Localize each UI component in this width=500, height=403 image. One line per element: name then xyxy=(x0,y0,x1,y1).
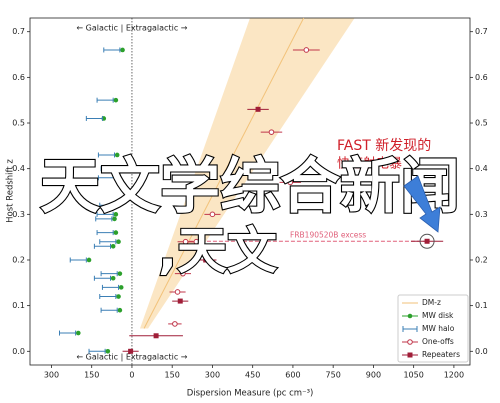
y-tick-label: 0.4 xyxy=(12,164,25,173)
x-tick-label: 150 xyxy=(84,371,99,380)
mw-disk-point xyxy=(110,243,116,249)
y-tick-label: 0.7 xyxy=(12,27,25,36)
mw-disk-point xyxy=(118,285,124,290)
excess-label: FRB190520B excess xyxy=(290,230,366,239)
x-tick-label: 750 xyxy=(326,371,341,380)
mw-disk-point xyxy=(114,152,120,158)
x-tick-label: 150 xyxy=(165,371,180,380)
mw-disk-point xyxy=(113,230,119,235)
mw-disk-point xyxy=(113,212,119,217)
y-tick-label-right: 0.7 xyxy=(475,27,488,36)
y-tick-label: 0.6 xyxy=(12,73,25,82)
headline: 天文学综合新闻 xyxy=(40,152,460,222)
one-off-point xyxy=(193,238,200,245)
repeater-point xyxy=(177,298,183,304)
y-tick-label-right: 0.6 xyxy=(475,73,488,82)
x-tick-label: 900 xyxy=(366,371,381,380)
one-off-point xyxy=(182,238,189,245)
one-off-point xyxy=(287,179,294,186)
y-tick-label: 0.0 xyxy=(12,347,25,356)
mw-disk-point xyxy=(117,271,123,276)
x-tick-label: 450 xyxy=(245,371,260,380)
y-tick-label-right: 0.2 xyxy=(475,255,488,264)
mw-disk-point xyxy=(112,216,117,222)
x-tick-label: 300 xyxy=(205,371,220,380)
highlight-ring xyxy=(419,233,435,249)
y-tick-label: 0.1 xyxy=(12,301,25,310)
mw-disk-point xyxy=(113,97,119,103)
dm-z-line xyxy=(143,17,305,329)
mw-disk-point xyxy=(110,275,116,281)
x-tick-label: 1050 xyxy=(403,371,423,380)
y-tick-label: 0.2 xyxy=(12,255,25,264)
one-off-point xyxy=(172,321,178,327)
legend-label: DM-z xyxy=(422,298,441,307)
legend-label: Repeaters xyxy=(422,350,460,359)
region-top: ← Galactic | Extragalactic → xyxy=(76,24,187,33)
y-tick-label-right: 0.5 xyxy=(475,119,488,128)
one-off-point xyxy=(303,47,310,53)
one-off-point xyxy=(180,270,186,277)
arrow xyxy=(403,175,441,233)
mw-disk-point xyxy=(75,330,81,336)
y-tick-label-right: 0.0 xyxy=(475,347,488,356)
legend-label: MW halo xyxy=(422,324,455,333)
headline-sub: ,天文 xyxy=(158,222,277,280)
repeater-point xyxy=(153,333,159,339)
y-tick-label-right: 0.1 xyxy=(475,301,488,310)
mw-disk-point xyxy=(116,202,121,208)
y-tick-label: 0.3 xyxy=(12,210,25,219)
repeater-point xyxy=(128,348,134,354)
dm-z-band xyxy=(140,18,355,329)
legend-swatch xyxy=(407,339,413,345)
repeater-point xyxy=(203,257,209,263)
x-tick-label: 0 xyxy=(129,371,134,380)
mw-disk-point xyxy=(116,239,121,245)
mw-disk-point xyxy=(114,175,120,181)
y-tick-label-right: 0.4 xyxy=(475,164,488,173)
mw-disk-point xyxy=(86,257,92,263)
mw-disk-point xyxy=(117,166,123,171)
one-off-point xyxy=(174,289,181,295)
mw-disk-point xyxy=(117,307,123,313)
plot-frame xyxy=(29,17,471,366)
legend-swatch xyxy=(407,313,413,319)
repeater-point xyxy=(255,106,261,112)
y-tick-label-right: 0.3 xyxy=(475,210,488,219)
one-off-point xyxy=(268,129,275,135)
mw-disk-point xyxy=(120,47,125,53)
x-tick-label: 300 xyxy=(44,371,59,380)
legend-swatch xyxy=(407,352,413,358)
fast-line-2: 快速射电暴 xyxy=(337,156,402,172)
x-axis-label: Dispersion Measure (pc cm⁻³) xyxy=(187,389,314,399)
y-tick-label: 0.5 xyxy=(12,119,25,128)
mw-disk-point xyxy=(116,294,121,299)
x-tick-label: 1200 xyxy=(444,371,464,380)
mw-disk-point xyxy=(105,349,111,354)
y-axis-label: Host Redshift z xyxy=(6,159,16,223)
legend-label: One-offs xyxy=(422,337,454,346)
fast-line-1: FAST 新发现的 xyxy=(337,138,431,154)
x-tick-label: 600 xyxy=(285,371,300,380)
legend-label: MW disk xyxy=(422,311,454,320)
legend-box xyxy=(397,294,469,363)
region-bottom: ← Galactic | Extragalactic → xyxy=(76,353,187,362)
legend-swatch xyxy=(402,326,418,332)
one-off-point xyxy=(209,211,216,218)
repeater-point xyxy=(424,238,430,244)
